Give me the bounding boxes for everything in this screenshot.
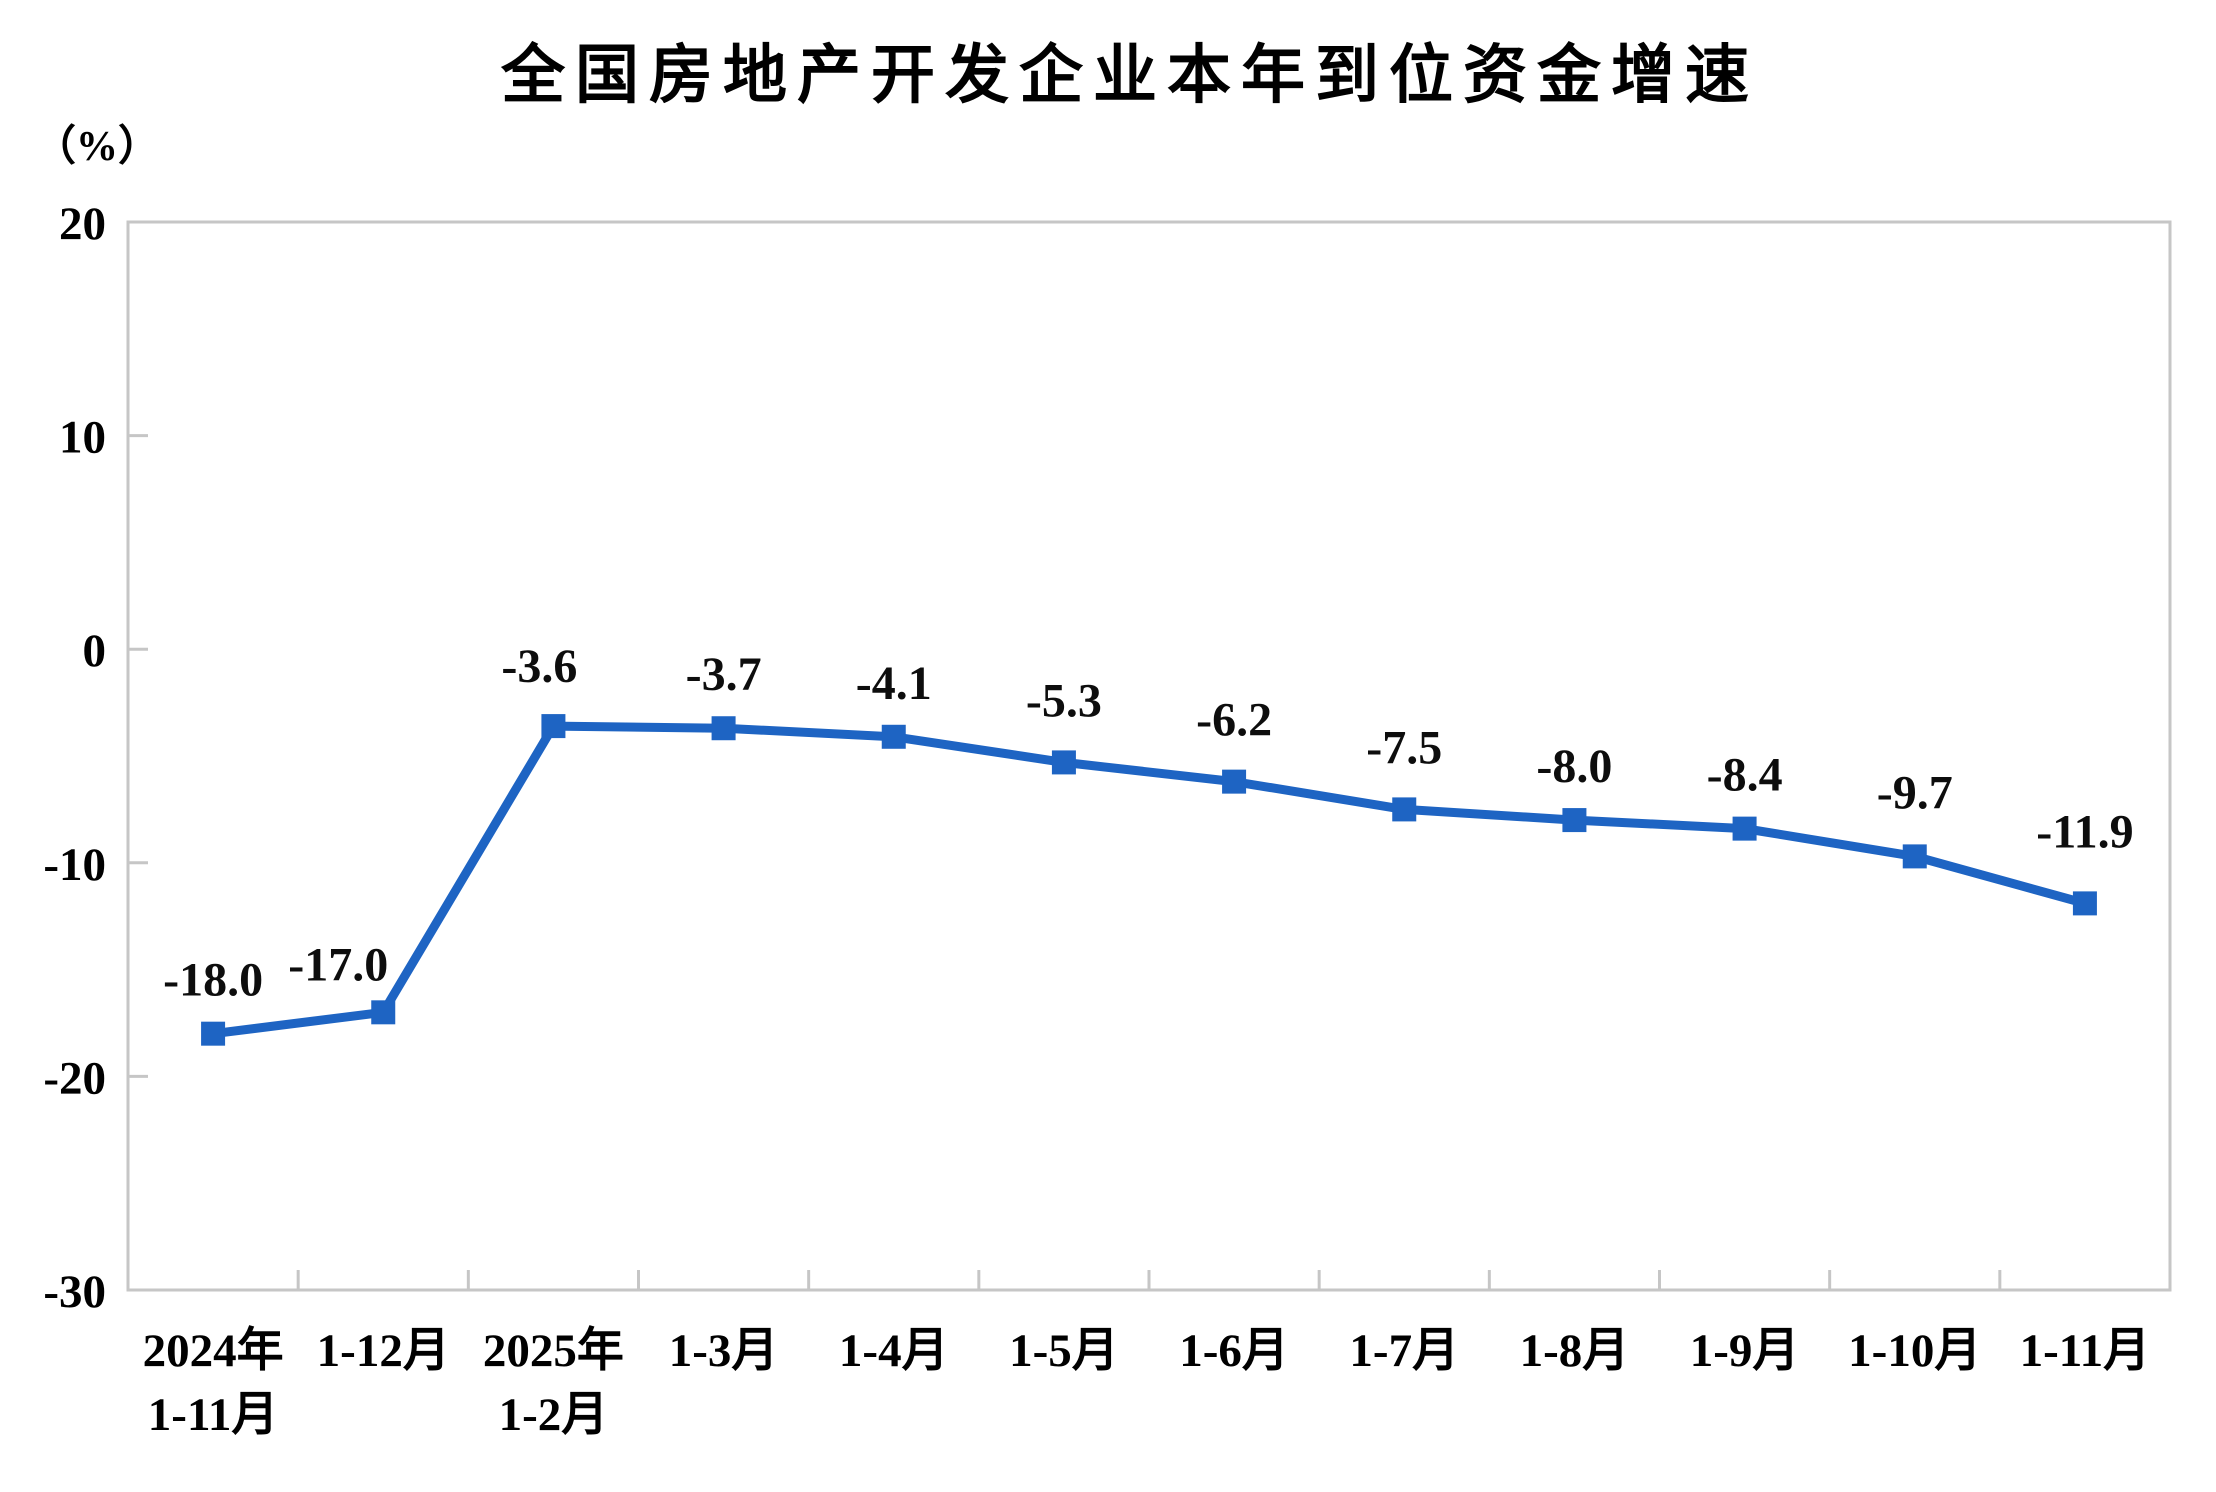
data-point-marker xyxy=(371,1000,396,1025)
data-point-marker xyxy=(541,714,566,739)
data-point-marker xyxy=(201,1021,226,1046)
y-axis-tick-label: -10 xyxy=(43,839,106,891)
plot-border xyxy=(126,220,2172,1292)
data-point-marker xyxy=(711,716,736,741)
data-point-marker xyxy=(1392,797,1417,822)
x-axis-tick-label: 1-10月 xyxy=(1848,1325,1981,1377)
y-axis-tick-label: 20 xyxy=(59,198,106,250)
x-axis-tick-label: 1-5月 xyxy=(1009,1325,1119,1377)
data-point-marker xyxy=(2072,891,2097,916)
data-point-marker xyxy=(1562,808,1587,833)
y-axis-tick-label: -20 xyxy=(43,1052,106,1104)
x-axis-tick-label: 2024年 xyxy=(143,1325,284,1377)
chart-title: 全国房地产开发企业本年到位资金增速 xyxy=(501,39,1759,113)
data-point-label: -17.0 xyxy=(288,938,388,991)
x-axis-tick-label: 1-12月 xyxy=(317,1325,450,1377)
y-axis-unit-label: （%） xyxy=(34,124,161,170)
data-point-marker xyxy=(1051,750,1076,775)
data-point-marker xyxy=(1902,844,1927,869)
data-point-label: -9.7 xyxy=(1877,766,1953,819)
x-axis-tick-label: 1-11月 xyxy=(148,1389,279,1441)
data-point-label: -3.7 xyxy=(686,648,762,701)
data-point-label: -6.2 xyxy=(1196,694,1272,747)
x-axis-tick-label: 2025年 xyxy=(483,1325,624,1377)
data-point-marker xyxy=(1222,769,1247,794)
y-axis-tick-label: 0 xyxy=(83,625,107,677)
x-axis-tick-label: 1-3月 xyxy=(669,1325,779,1377)
data-point-label: -5.3 xyxy=(1026,674,1102,727)
x-axis-tick-label: 1-2月 xyxy=(499,1389,609,1441)
data-point-label: -11.9 xyxy=(2036,805,2133,858)
x-axis-tick-label: 1-8月 xyxy=(1520,1325,1630,1377)
data-point-label: -4.1 xyxy=(856,657,932,710)
x-axis-tick-label: 1-6月 xyxy=(1179,1325,1289,1377)
series-line xyxy=(212,721,2087,1039)
data-point-label: -8.4 xyxy=(1707,749,1783,802)
data-point-label: -3.6 xyxy=(501,640,577,693)
x-axis-tick-label: 1-7月 xyxy=(1349,1325,1459,1377)
data-point-label: -7.5 xyxy=(1366,721,1442,774)
x-axis-tick-label: 1-11月 xyxy=(2020,1325,2151,1377)
x-axis-tick-label: 1-4月 xyxy=(839,1325,949,1377)
y-axis-tick-label: -30 xyxy=(43,1266,106,1318)
data-point-marker xyxy=(881,724,906,749)
data-point-label: -8.0 xyxy=(1536,740,1612,793)
data-point-marker xyxy=(1732,816,1757,841)
data-point-label: -18.0 xyxy=(163,954,263,1007)
y-axis-tick-label: 10 xyxy=(59,412,106,464)
x-axis-tick-label: 1-9月 xyxy=(1690,1325,1800,1377)
